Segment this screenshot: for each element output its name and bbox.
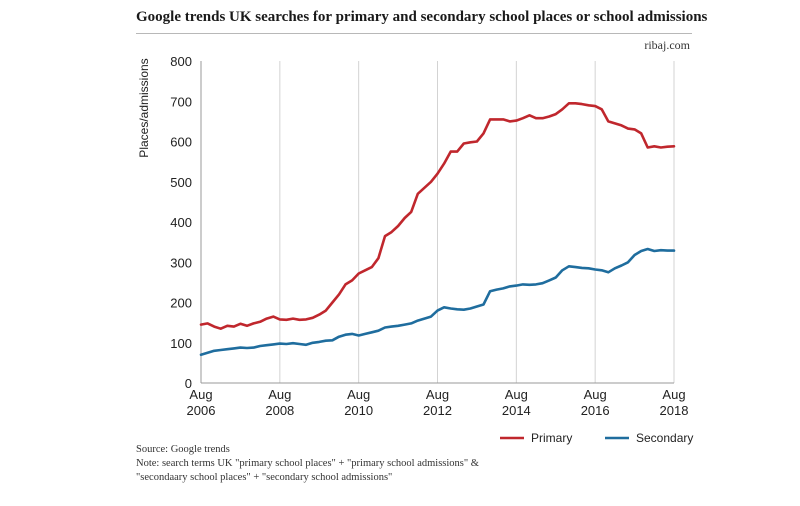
- source-site: ribaj.com: [644, 38, 690, 52]
- x-tick-label: Aug 2008: [265, 387, 294, 418]
- y-tick-label: 100: [170, 336, 192, 351]
- axes: [200, 61, 674, 384]
- title-divider: [136, 33, 692, 34]
- x-tick-label: Aug 2006: [187, 387, 216, 418]
- x-tick-label: Aug 2012: [423, 387, 452, 418]
- x-tick-label: Aug 2014: [502, 387, 531, 418]
- page-title: Google trends UK searches for primary an…: [136, 9, 708, 25]
- x-tick-label: Aug 2016: [581, 387, 610, 418]
- search-terms-note-line-2: "secondaary school places" + "secondary …: [136, 472, 393, 483]
- series-lines: [199, 102, 676, 357]
- y-tick-label: 0: [185, 376, 192, 391]
- source-note: Source: Google trends: [136, 444, 230, 455]
- x-tick-label: Aug 2010: [344, 387, 373, 418]
- y-tick-label: 400: [170, 215, 192, 230]
- x-tick-label: Aug 2018: [660, 387, 689, 418]
- y-tick-label: 700: [170, 94, 192, 109]
- legend-label-secondary: Secondary: [636, 431, 693, 445]
- y-axis-label: Places/admissions: [137, 58, 151, 157]
- legend-label-primary: Primary: [531, 431, 572, 445]
- x-axis-ticks: Aug 2006 Aug 2008 Aug 2010 Aug 2012 Aug 2014 Aug 20…: [187, 387, 689, 418]
- series-line-secondary: [199, 247, 676, 357]
- y-tick-label: 800: [170, 54, 192, 69]
- y-axis-ticks: 0 100 200 300 400 500 600 700 800: [170, 54, 192, 391]
- y-tick-label: 300: [170, 255, 192, 270]
- y-tick-label: 200: [170, 296, 192, 311]
- legend: Primary Secondary: [500, 431, 693, 445]
- y-tick-label: 500: [170, 175, 192, 190]
- footnotes: Source: Google trends Note: search terms…: [136, 443, 479, 485]
- series-line-primary: [199, 102, 676, 330]
- y-tick-label: 600: [170, 135, 192, 150]
- search-terms-note-line-1: Note: search terms UK "primary school pl…: [136, 458, 479, 469]
